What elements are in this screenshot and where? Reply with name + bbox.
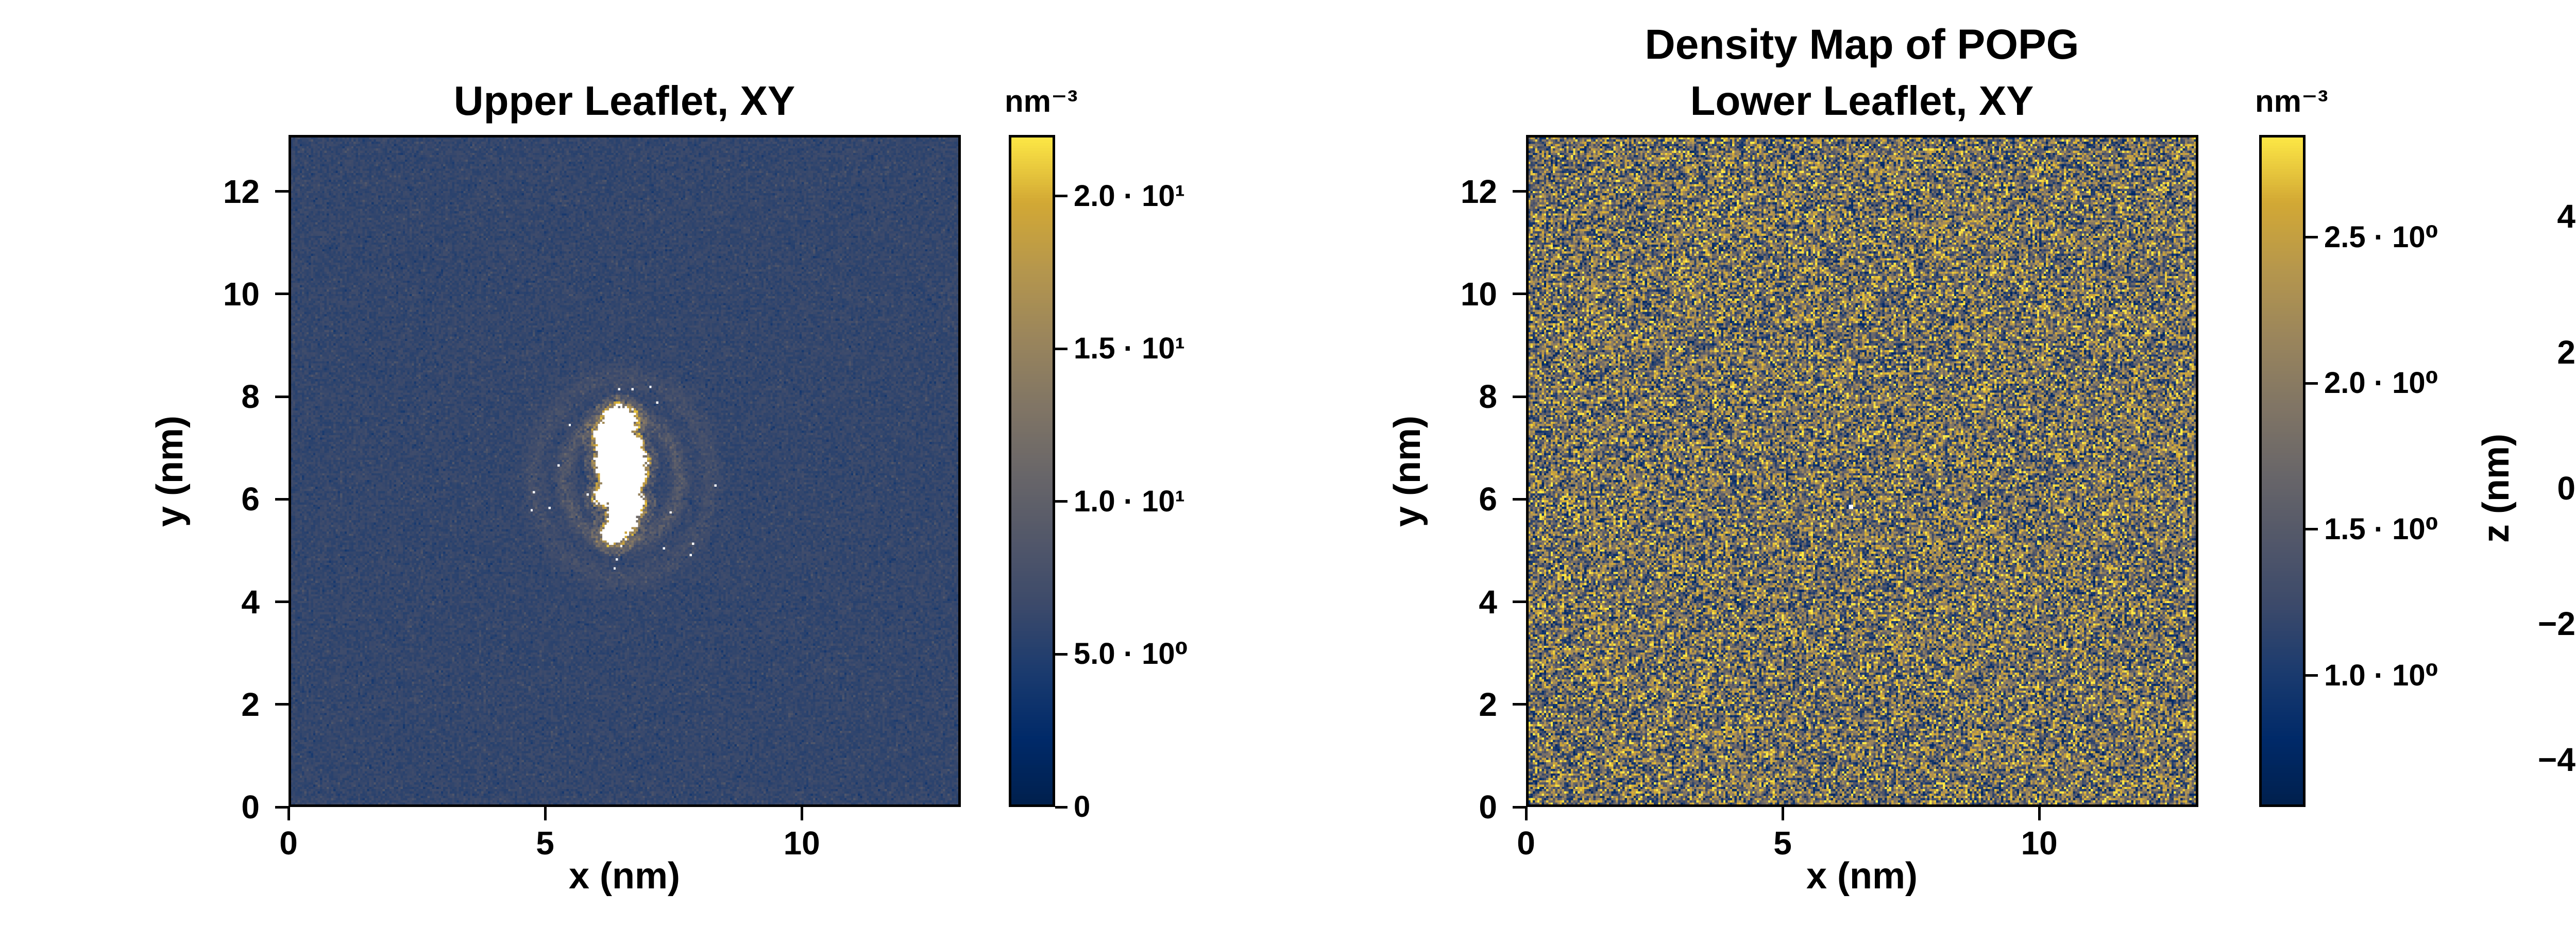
y-tick-mark <box>275 497 289 501</box>
colorbar-tick-label: 0 <box>1074 790 1091 823</box>
y-tick-label: 12 <box>223 173 260 210</box>
upper-leaflet-colorbar <box>1009 135 1055 807</box>
upper-leaflet-x-axis-label: x (nm) <box>569 855 680 897</box>
y-tick-label: −4 <box>2538 741 2575 778</box>
colorbar-tick-mark <box>2306 528 2318 531</box>
y-tick-label: −2 <box>2538 605 2575 643</box>
y-tick-label: 10 <box>1460 275 1497 313</box>
y-tick-label: 8 <box>241 378 260 416</box>
y-tick-label: 0 <box>2557 469 2575 507</box>
y-tick-mark <box>275 293 289 296</box>
colorbar-tick-label: 1.0 · 10⁰ <box>2324 658 2439 692</box>
y-tick-label: 12 <box>1460 173 1497 210</box>
colorbar-tick-label: 2.0 · 10⁰ <box>2324 366 2439 400</box>
x-tick-label: 0 <box>279 825 298 862</box>
colorbar-tick-label: 5.0 · 10⁰ <box>1074 637 1189 671</box>
y-tick-label: 2 <box>241 685 260 723</box>
y-tick-mark <box>1513 805 1526 809</box>
colorbar-tick-label: 1.5 · 10⁰ <box>2324 512 2439 546</box>
x-tick-label: 0 <box>1517 825 1535 862</box>
colorbar-tick-mark <box>1055 500 1067 503</box>
y-tick-label: 0 <box>1479 788 1497 826</box>
colorbar-tick-mark <box>2306 674 2318 677</box>
y-tick-mark <box>275 395 289 398</box>
x-tick-mark <box>287 807 290 820</box>
colorbar-tick-mark <box>1055 195 1067 198</box>
y-tick-label: 4 <box>1479 583 1497 621</box>
x-tick-label: 5 <box>536 825 554 862</box>
x-tick-mark <box>1781 807 1784 820</box>
lower-leaflet-colorbar-units: nm⁻³ <box>2255 84 2328 118</box>
upper-leaflet-heatmap <box>289 135 961 807</box>
y-tick-mark <box>1513 600 1526 604</box>
colorbar-tick-label: 2.0 · 10¹ <box>1074 179 1185 213</box>
y-tick-mark <box>1513 395 1526 398</box>
x-tick-mark <box>544 807 547 820</box>
y-tick-mark <box>1513 703 1526 706</box>
y-tick-mark <box>275 190 289 193</box>
x-tick-label: 0.0 <box>2548 777 2576 814</box>
y-tick-mark <box>1513 190 1526 193</box>
y-tick-label: 2 <box>2557 333 2575 371</box>
y-tick-label: 6 <box>1479 480 1497 518</box>
y-tick-mark <box>1513 497 1526 501</box>
upper-leaflet-colorbar-units: nm⁻³ <box>1005 84 1078 118</box>
colorbar-tick-mark <box>2306 236 2318 239</box>
y-tick-mark <box>275 805 289 809</box>
colorbar-tick-mark <box>2306 382 2318 385</box>
y-tick-mark <box>1513 293 1526 296</box>
upper-leaflet-title: Upper Leaflet, XY <box>453 78 795 124</box>
colorbar-tick-mark <box>1055 347 1067 350</box>
colorbar-tick-mark <box>1055 805 1067 809</box>
lower-leaflet-colorbar <box>2259 135 2306 807</box>
x-tick-mark <box>2038 807 2041 820</box>
x-tick-mark <box>1524 807 1528 820</box>
lower-leaflet-heatmap <box>1526 135 2198 807</box>
y-tick-label: 8 <box>1479 378 1497 416</box>
y-tick-label: 2 <box>1479 685 1497 723</box>
y-tick-label: 4 <box>241 583 260 621</box>
y-tick-label: 0 <box>241 788 260 826</box>
lower-leaflet-x-axis-label: x (nm) <box>1806 855 1918 897</box>
y-tick-label: 6 <box>241 480 260 518</box>
y-tick-mark <box>275 600 289 604</box>
x-tick-label: 10 <box>2021 825 2058 862</box>
x-tick-label: 10 <box>783 825 820 862</box>
colorbar-tick-mark <box>1055 653 1067 656</box>
y-tick-mark <box>275 703 289 706</box>
figure-suptitle: Density Map of POPG <box>1645 21 2079 68</box>
colorbar-tick-label: 1.5 · 10¹ <box>1074 332 1185 366</box>
x-tick-mark <box>800 807 803 820</box>
y-tick-label: 4 <box>2557 198 2575 235</box>
x-tick-label: 5 <box>1773 825 1792 862</box>
lower-leaflet-title: Lower Leaflet, XY <box>1690 78 2034 124</box>
colorbar-tick-label: 2.5 · 10⁰ <box>2324 220 2439 254</box>
colorbar-tick-label: 1.0 · 10¹ <box>1074 484 1185 518</box>
y-tick-label: 10 <box>223 275 260 313</box>
